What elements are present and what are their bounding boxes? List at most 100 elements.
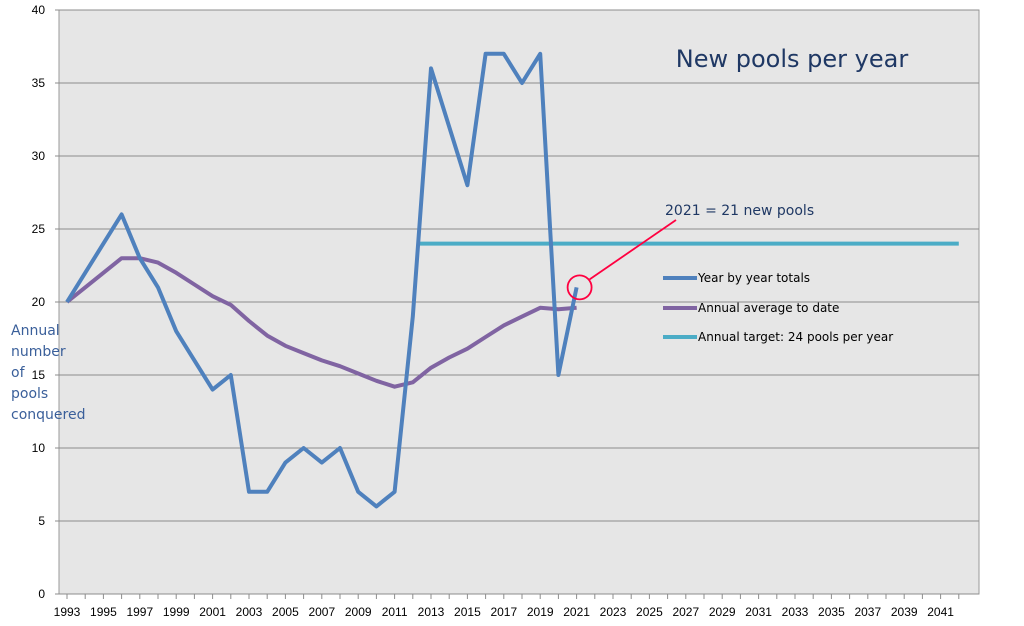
data-point bbox=[283, 461, 287, 465]
x-tick-label: 2033 bbox=[782, 605, 809, 619]
data-point bbox=[411, 380, 415, 384]
data-point bbox=[556, 373, 560, 377]
data-point bbox=[465, 347, 469, 351]
y-axis-label: Annual number of pools conquered bbox=[11, 323, 86, 423]
y-tick-label: 25 bbox=[32, 222, 46, 236]
data-point bbox=[120, 256, 124, 260]
y-tick-label: 30 bbox=[32, 149, 46, 163]
data-point bbox=[101, 242, 105, 246]
data-point bbox=[283, 344, 287, 348]
series-line-1 bbox=[65, 256, 577, 389]
data-point bbox=[556, 307, 560, 311]
x-tick-label: 2025 bbox=[636, 605, 663, 619]
y-tick-label: 0 bbox=[38, 587, 45, 601]
x-tick-label: 2031 bbox=[745, 605, 772, 619]
data-point bbox=[374, 379, 378, 383]
chart-title: New pools per year bbox=[676, 45, 909, 73]
y-tick-label: 15 bbox=[32, 368, 46, 382]
x-tick-label: 1993 bbox=[54, 605, 81, 619]
data-point bbox=[320, 358, 324, 362]
data-point bbox=[957, 242, 961, 246]
x-tick-label: 1997 bbox=[126, 605, 153, 619]
data-point bbox=[502, 52, 506, 56]
y-tick-label: 35 bbox=[32, 76, 46, 90]
data-point bbox=[65, 300, 69, 304]
data-point bbox=[538, 306, 542, 310]
y-tick-label: 5 bbox=[38, 514, 45, 528]
data-point bbox=[429, 66, 433, 70]
y-tick-label: 10 bbox=[32, 441, 46, 455]
data-point bbox=[101, 271, 105, 275]
x-tick-label: 2009 bbox=[345, 605, 372, 619]
x-tick-label: 2037 bbox=[854, 605, 881, 619]
data-point bbox=[174, 271, 178, 275]
x-tick-label: 2023 bbox=[600, 605, 627, 619]
data-point bbox=[138, 256, 142, 260]
x-tick-label: 2027 bbox=[672, 605, 699, 619]
legend-label: Annual average to date bbox=[698, 301, 839, 315]
data-point bbox=[575, 285, 579, 289]
data-point bbox=[520, 81, 524, 85]
data-point bbox=[192, 358, 196, 362]
data-point bbox=[338, 364, 342, 368]
data-point bbox=[265, 490, 269, 494]
data-point bbox=[393, 490, 397, 494]
x-tick-label: 1995 bbox=[90, 605, 117, 619]
y-tick-label: 40 bbox=[32, 3, 46, 17]
x-tick-label: 2005 bbox=[272, 605, 299, 619]
series-line-0 bbox=[65, 51, 579, 509]
data-point bbox=[411, 315, 415, 319]
x-tick-label: 2011 bbox=[382, 605, 408, 619]
data-point bbox=[211, 388, 215, 392]
data-point bbox=[120, 212, 124, 216]
data-point bbox=[356, 490, 360, 494]
x-tick-label: 2035 bbox=[818, 605, 845, 619]
x-tick-label: 2001 bbox=[199, 605, 226, 619]
x-tick-label: 2041 bbox=[927, 605, 954, 619]
annotation-pointer bbox=[589, 219, 677, 281]
x-tick-label: 2017 bbox=[490, 605, 517, 619]
data-point bbox=[174, 329, 178, 333]
x-tick-label: 2029 bbox=[709, 605, 736, 619]
data-point bbox=[211, 294, 215, 298]
data-point bbox=[447, 355, 451, 359]
data-point bbox=[302, 351, 306, 355]
y-tick-label: 20 bbox=[32, 295, 46, 309]
x-tick-label: 2019 bbox=[527, 605, 554, 619]
data-point bbox=[320, 461, 324, 465]
x-tick-label: 2003 bbox=[236, 605, 263, 619]
data-point bbox=[374, 504, 378, 508]
data-point bbox=[465, 183, 469, 187]
annotation-circle bbox=[566, 274, 593, 301]
data-point bbox=[247, 490, 251, 494]
data-point bbox=[447, 125, 451, 129]
data-point bbox=[338, 446, 342, 450]
data-point bbox=[156, 285, 160, 289]
data-point bbox=[484, 52, 488, 56]
legend-label: Year by year totals bbox=[697, 271, 810, 285]
x-tick-label: 2015 bbox=[454, 605, 481, 619]
x-tick-label: 2021 bbox=[563, 605, 590, 619]
x-tick-label: 2013 bbox=[418, 605, 445, 619]
data-point bbox=[538, 52, 542, 56]
data-point bbox=[156, 261, 160, 265]
annotation-label: 2021 = 21 new pools bbox=[665, 203, 814, 219]
data-point bbox=[265, 334, 269, 338]
data-point bbox=[192, 282, 196, 286]
data-point bbox=[229, 303, 233, 307]
data-point bbox=[83, 285, 87, 289]
data-point bbox=[302, 446, 306, 450]
legend-label: Annual target: 24 pools per year bbox=[698, 330, 893, 344]
data-point bbox=[229, 373, 233, 377]
data-point bbox=[520, 315, 524, 319]
x-tick-label: 2007 bbox=[308, 605, 335, 619]
data-point bbox=[356, 372, 360, 376]
data-point bbox=[247, 319, 251, 323]
data-point bbox=[484, 335, 488, 339]
data-point bbox=[575, 306, 579, 310]
data-point bbox=[393, 385, 397, 389]
x-tick-label: 2039 bbox=[891, 605, 918, 619]
data-point bbox=[502, 323, 506, 327]
data-point bbox=[83, 271, 87, 275]
